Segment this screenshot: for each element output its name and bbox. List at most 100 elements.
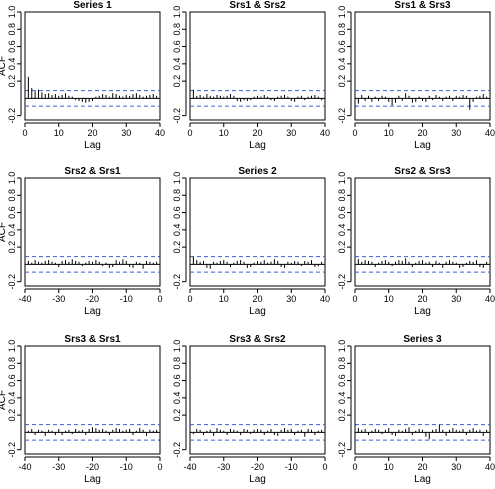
panel-title: Srs1 & Srs2 — [229, 0, 286, 11]
y-axis-label: ACF — [0, 56, 8, 76]
x-tick-label: 0 — [157, 462, 162, 472]
y-tick-label: 0.8 — [7, 357, 17, 370]
x-tick-label: 20 — [417, 294, 427, 304]
x-tick-label: 40 — [485, 462, 495, 472]
x-tick-label: 10 — [384, 294, 394, 304]
y-tick-label: 0.8 — [172, 357, 182, 370]
panel-title: Srs2 & Srs1 — [64, 166, 121, 177]
x-tick-label: 20 — [252, 294, 262, 304]
y-tick-label: 1.0 — [337, 6, 347, 19]
x-axis-label: Lag — [84, 306, 101, 317]
y-tick-label: 1.0 — [172, 340, 182, 353]
x-tick-label: 0 — [352, 462, 357, 472]
acf-panel: Srs3 & Srs2 -40 -30 -20 -10 0 Lag -0.2 0.2 0.4 0.6… — [172, 334, 328, 485]
y-tick-label: 0.6 — [172, 40, 182, 53]
y-tick-label: 0.8 — [337, 189, 347, 202]
y-tick-label: 1.0 — [7, 172, 17, 185]
x-tick-label: 40 — [485, 294, 495, 304]
y-tick-label: 0.4 — [7, 58, 17, 71]
plot-frame — [24, 177, 161, 287]
y-tick-label: 0.6 — [7, 374, 17, 387]
y-tick-label: 0.8 — [337, 357, 347, 370]
y-tick-label: -0.2 — [172, 274, 182, 290]
x-tick-label: -40 — [18, 294, 31, 304]
y-axis-label: ACF — [0, 222, 8, 242]
x-tick-label: -30 — [52, 294, 65, 304]
x-tick-label: 20 — [252, 128, 262, 138]
y-tick-label: 0.2 — [172, 241, 182, 254]
y-tick-label: 0.2 — [7, 409, 17, 422]
x-tick-label: 10 — [384, 462, 394, 472]
y-tick-label: 1.0 — [7, 340, 17, 353]
x-tick-label: 20 — [417, 128, 427, 138]
plot-frame — [24, 11, 161, 121]
y-tick-label: 0.4 — [337, 224, 347, 237]
x-axis-label: Lag — [249, 474, 266, 485]
y-tick-label: -0.2 — [172, 442, 182, 458]
acf-panel: Srs2 & Srs3 0 10 20 30 40 Lag -0.2 0.2 0.4 0.6 0.8 1… — [337, 166, 495, 317]
x-tick-label: 30 — [451, 128, 461, 138]
plot-frame — [189, 345, 326, 455]
x-tick-label: -10 — [285, 462, 298, 472]
plot-frame — [24, 345, 161, 455]
x-tick-label: 10 — [384, 128, 394, 138]
y-tick-label: 0.6 — [7, 40, 17, 53]
panel-title: Srs3 & Srs1 — [64, 334, 121, 345]
x-tick-label: 40 — [320, 294, 330, 304]
acf-panel: Series 3 0 10 20 30 40 Lag -0.2 0.2 0.4 0.6 0.8 1.0 — [337, 334, 495, 485]
y-tick-label: 0.2 — [7, 241, 17, 254]
y-tick-label: 1.0 — [337, 340, 347, 353]
y-tick-label: 0.4 — [172, 58, 182, 71]
x-tick-label: 40 — [485, 128, 495, 138]
y-tick-label: 0.6 — [172, 374, 182, 387]
x-tick-label: 20 — [87, 128, 97, 138]
y-tick-label: -0.2 — [337, 442, 347, 458]
x-tick-label: -40 — [183, 462, 196, 472]
y-tick-label: 0.6 — [337, 40, 347, 53]
x-tick-label: 0 — [187, 128, 192, 138]
plot-frame — [189, 177, 326, 287]
plot-frame — [189, 11, 326, 121]
y-tick-label: 0.2 — [172, 75, 182, 88]
panel-title: Srs3 & Srs2 — [229, 334, 286, 345]
x-axis-label: Lag — [84, 140, 101, 151]
y-tick-label: 1.0 — [172, 6, 182, 19]
y-tick-label: 0.6 — [337, 374, 347, 387]
x-tick-label: -30 — [217, 462, 230, 472]
x-tick-label: -40 — [18, 462, 31, 472]
x-tick-label: 0 — [187, 294, 192, 304]
x-tick-label: -10 — [120, 294, 133, 304]
y-tick-label: 1.0 — [172, 172, 182, 185]
y-tick-label: 0.8 — [337, 23, 347, 36]
panel-title: Srs2 & Srs3 — [394, 166, 451, 177]
acf-panel: Srs1 & Srs3 0 10 20 30 40 Lag -0.2 0.2 0.4 0.6 0.8 1… — [337, 0, 495, 151]
x-tick-label: 0 — [22, 128, 27, 138]
x-axis-label: Lag — [249, 306, 266, 317]
x-tick-label: 10 — [219, 128, 229, 138]
y-tick-label: -0.2 — [337, 108, 347, 124]
y-tick-label: -0.2 — [7, 108, 17, 124]
y-tick-label: 1.0 — [337, 172, 347, 185]
panel-title: Series 3 — [403, 334, 442, 345]
panel-title: Srs1 & Srs3 — [394, 0, 451, 11]
y-tick-label: 0.8 — [7, 23, 17, 36]
x-tick-label: 40 — [320, 128, 330, 138]
y-tick-label: -0.2 — [7, 442, 17, 458]
y-tick-label: -0.2 — [337, 274, 347, 290]
x-tick-label: 10 — [54, 128, 64, 138]
y-tick-label: 0.4 — [172, 224, 182, 237]
acf-panel: Series 1 0 10 20 30 40 Lag -0.2 0.2 0.4 0.6 0.8 1.0 A… — [0, 0, 165, 151]
y-tick-label: 0.8 — [7, 189, 17, 202]
x-tick-label: 30 — [451, 462, 461, 472]
y-tick-label: 0.8 — [172, 189, 182, 202]
y-tick-label: 0.2 — [172, 409, 182, 422]
x-tick-label: -20 — [251, 462, 264, 472]
x-tick-label: 30 — [451, 294, 461, 304]
x-axis-label: Lag — [84, 474, 101, 485]
x-axis-label: Lag — [249, 140, 266, 151]
y-tick-label: 0.4 — [337, 58, 347, 71]
plot-frame — [354, 177, 491, 287]
x-axis-label: Lag — [414, 474, 431, 485]
x-tick-label: -30 — [52, 462, 65, 472]
